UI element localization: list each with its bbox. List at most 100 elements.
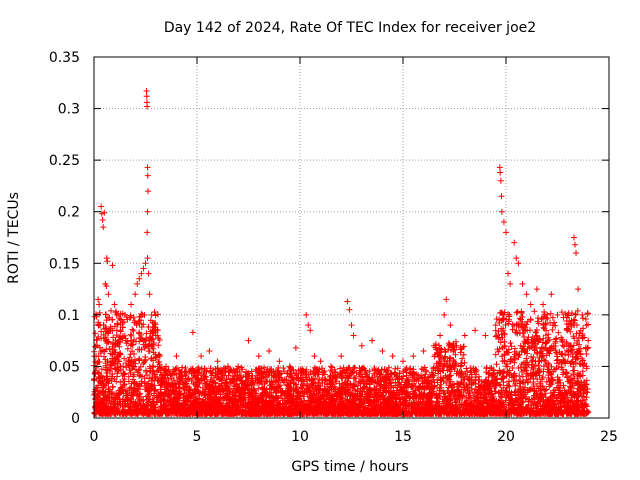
noise-point (117, 366, 124, 373)
noise-point (130, 336, 137, 343)
noise-point (151, 377, 158, 384)
noise-point (541, 356, 548, 363)
noise-point (531, 396, 538, 403)
noise-point (555, 329, 562, 336)
noise-point (554, 356, 561, 363)
noise-point (539, 374, 546, 381)
noise-point (528, 353, 535, 360)
noise-point (583, 388, 590, 395)
noise-point (113, 308, 120, 315)
noise-point (290, 376, 297, 383)
noise-point (579, 315, 586, 322)
noise-point (460, 343, 467, 350)
noise-point (359, 366, 366, 373)
noise-point (121, 355, 128, 362)
noise-point (121, 332, 128, 339)
noise-point (150, 345, 157, 352)
noise-point (527, 386, 534, 393)
noise-point (506, 313, 513, 320)
noise-point (502, 321, 509, 328)
noise-point (127, 331, 134, 338)
noise-point (543, 352, 550, 359)
noise-point (560, 382, 567, 389)
noise-point (117, 328, 124, 335)
noise-point (117, 350, 124, 357)
noise-point (131, 317, 138, 324)
noise-point (120, 363, 127, 370)
noise-point (129, 326, 136, 333)
noise-point (513, 309, 520, 316)
noise-point (520, 343, 527, 350)
noise-point (150, 339, 157, 346)
noise-point (558, 309, 565, 316)
noise-point (173, 385, 180, 392)
noise-point (543, 386, 550, 393)
noise-point (332, 377, 339, 384)
noise-point (444, 387, 451, 394)
noise-point (418, 365, 425, 372)
noise-point (558, 334, 565, 341)
noise-point (179, 364, 186, 371)
noise-point (508, 371, 515, 378)
noise-point (527, 317, 534, 324)
noise-point (385, 364, 392, 371)
noise-point (509, 326, 516, 333)
noise-point (461, 376, 468, 383)
noise-point (405, 376, 412, 383)
noise-point (470, 392, 477, 399)
noise-point (284, 381, 291, 388)
noise-point (553, 335, 560, 342)
noise-point (281, 368, 288, 375)
noise-point (559, 342, 566, 349)
noise-point (545, 348, 552, 355)
noise-point (514, 330, 521, 337)
noise-point (549, 377, 556, 384)
noise-point (392, 365, 399, 372)
noise-point (129, 392, 136, 399)
noise-point (564, 327, 571, 334)
noise-point (126, 385, 133, 392)
noise-point (492, 351, 499, 358)
noise-point (137, 390, 144, 397)
noise-point (155, 335, 162, 342)
noise-point (567, 360, 574, 367)
noise-point (546, 336, 553, 343)
noise-point (289, 375, 296, 382)
noise-point (131, 388, 138, 395)
noise-point (523, 376, 530, 383)
noise-point (504, 382, 511, 389)
noise-point (108, 362, 115, 369)
noise-point (113, 354, 120, 361)
noise-point (500, 316, 507, 323)
noise-point (285, 373, 292, 380)
noise-point (124, 345, 131, 352)
background-noise-points (91, 307, 592, 417)
noise-point (532, 329, 539, 336)
noise-point (340, 364, 347, 371)
noise-point (507, 340, 514, 347)
noise-point (106, 345, 113, 352)
noise-point (513, 327, 520, 334)
noise-point (125, 404, 132, 411)
noise-point (549, 326, 556, 333)
noise-point (130, 327, 137, 334)
noise-point (548, 374, 555, 381)
noise-point (503, 373, 510, 380)
noise-point (394, 365, 401, 372)
noise-point (436, 387, 443, 394)
noise-point (437, 345, 444, 352)
noise-point (195, 369, 202, 376)
noise-point (268, 389, 275, 396)
noise-point (442, 393, 449, 400)
noise-point (242, 396, 249, 403)
x-axis-label: GPS time / hours (291, 459, 408, 475)
noise-point (109, 383, 116, 390)
noise-point (98, 366, 105, 373)
noise-point (228, 367, 235, 374)
noise-point (230, 385, 237, 392)
noise-point (120, 378, 127, 385)
noise-point (581, 360, 588, 367)
noise-point (556, 348, 563, 355)
noise-point (531, 308, 538, 315)
noise-point (420, 366, 427, 373)
